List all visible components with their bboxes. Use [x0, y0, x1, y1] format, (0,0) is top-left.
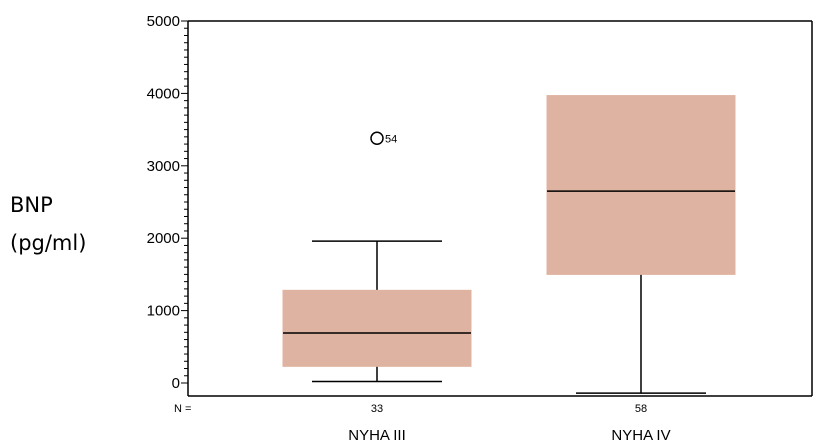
- iqr-box: [546, 95, 736, 275]
- y-axis-title-line1: BNP: [10, 193, 53, 217]
- y-tick-label: 4000: [147, 85, 180, 102]
- y-tick-label: 0: [172, 375, 180, 392]
- y-tick-label: 3000: [147, 158, 180, 175]
- y-tick-label: 1000: [147, 303, 180, 320]
- y-tick-label: 5000: [147, 13, 180, 30]
- outlier-label: 54: [385, 133, 397, 145]
- iqr-box: [282, 289, 472, 367]
- n-prefix-label: N =: [174, 403, 191, 415]
- box-group: 58 NYHA IV: [546, 95, 736, 444]
- outlier-point: [370, 131, 384, 146]
- y-axis-title-line2: (pg/ml): [10, 231, 86, 255]
- category-label: NYHA IV: [611, 427, 670, 444]
- y-tick-label: 2000: [147, 230, 180, 247]
- n-count-label: 58: [635, 403, 647, 415]
- n-count-label: 33: [371, 403, 383, 415]
- plot-frame: [187, 20, 813, 397]
- category-label: NYHA III: [348, 427, 406, 444]
- boxes: 54 33 NYHA III 58 NYHA IV: [282, 95, 736, 444]
- y-axis: 0 1000 2000 3000 4000 5000: [147, 13, 188, 392]
- box-group: 54 33 NYHA III: [282, 131, 472, 444]
